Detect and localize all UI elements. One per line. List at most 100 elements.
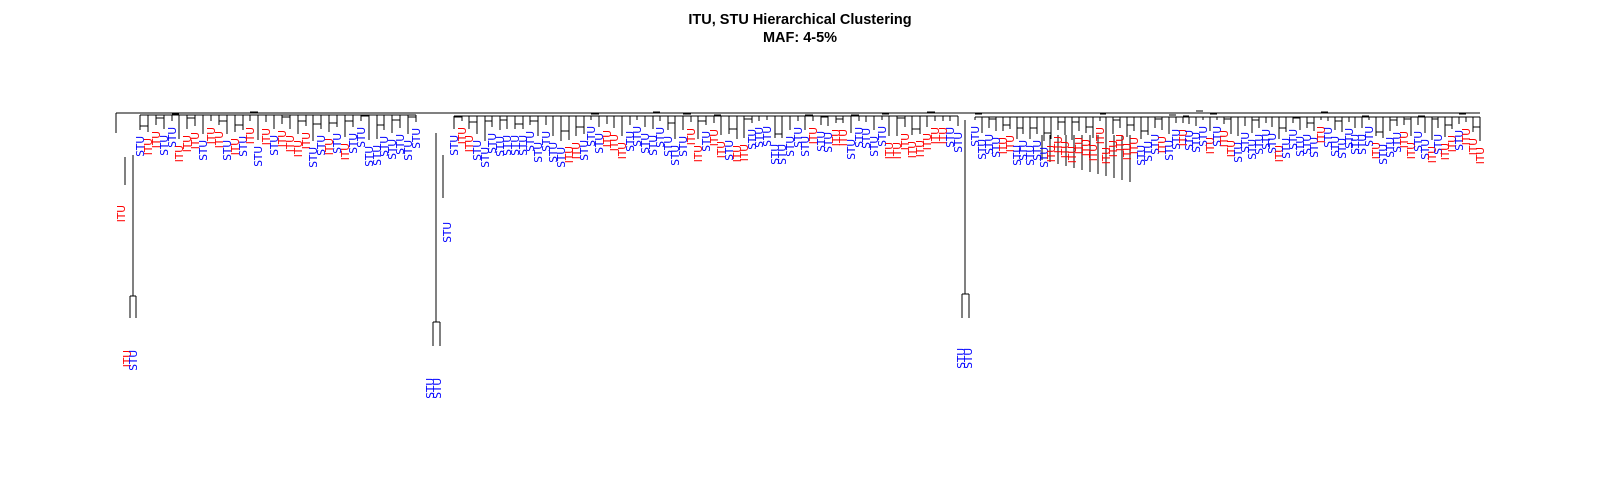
leaf-label: ITU bbox=[1067, 146, 1079, 163]
leaf-label: STU bbox=[953, 132, 965, 153]
leaf-label: ITU bbox=[151, 131, 163, 148]
leaf-label: ITU bbox=[1399, 131, 1411, 148]
leaf-label: ITU bbox=[1157, 136, 1169, 153]
leaf-label: STU bbox=[1267, 133, 1279, 154]
leaf-label: STU bbox=[356, 127, 368, 148]
leaf-label: ITU bbox=[1205, 137, 1217, 154]
leaf-label: STU bbox=[1143, 141, 1155, 162]
leaf-label: ITU bbox=[900, 133, 912, 150]
leaf-label: ITU bbox=[1440, 143, 1452, 160]
leaf-label: STU bbox=[510, 135, 522, 156]
leaf-label: STU bbox=[1150, 134, 1162, 155]
leaf-label: ITU bbox=[1274, 145, 1286, 162]
leaf-label: STU bbox=[1378, 144, 1390, 165]
leaf-label: STU bbox=[800, 136, 812, 157]
leaf-label: STU bbox=[487, 133, 499, 154]
leaf-label: STU bbox=[625, 131, 637, 152]
leaf-label: ITU bbox=[564, 146, 576, 163]
leaf-label: STU bbox=[1350, 134, 1362, 155]
leaf-label: ITU bbox=[716, 141, 728, 158]
leaf-label: STU bbox=[724, 140, 736, 161]
leaf-label: STU bbox=[403, 140, 415, 161]
leaf-label: ITU bbox=[808, 127, 820, 144]
leaf-label: STU bbox=[1330, 136, 1342, 157]
leaf-label: STU bbox=[1254, 134, 1266, 155]
leaf-label: STU bbox=[253, 146, 265, 167]
leaf-label: ITU bbox=[732, 145, 744, 162]
leaf-label: STU bbox=[1261, 129, 1273, 150]
leaf-label: STU bbox=[777, 144, 789, 165]
leaf-label: ITU bbox=[1095, 127, 1107, 144]
leaf-label: ITU bbox=[340, 143, 352, 160]
leaf-label: STU bbox=[135, 136, 147, 157]
leaf-label: ITU bbox=[1219, 130, 1231, 147]
leaf-label: STU bbox=[364, 146, 376, 167]
leaf-label: STU bbox=[198, 140, 210, 161]
leaf-label: STU bbox=[269, 135, 281, 156]
leaf-label: ITU bbox=[915, 140, 927, 157]
leaf-label: ITU bbox=[245, 127, 257, 144]
leaf-label: ITU bbox=[230, 138, 242, 155]
leaf-label: STU bbox=[846, 139, 858, 160]
leaf-label: STU bbox=[502, 135, 514, 156]
leaf-label: ITU bbox=[922, 133, 934, 150]
leaf-label: ITU bbox=[739, 144, 751, 161]
leaf-label: STU bbox=[425, 378, 437, 399]
leaf-label: STU bbox=[1420, 139, 1432, 160]
leaf-label: ITU bbox=[1475, 147, 1487, 164]
leaf-label: STU bbox=[816, 131, 828, 152]
leaf-label: ITU bbox=[693, 145, 705, 162]
leaf-label: STU bbox=[991, 137, 1003, 158]
leaf-label: ITU bbox=[1427, 146, 1439, 163]
leaf-label: STU bbox=[1240, 132, 1252, 153]
leaf-label: ITU bbox=[1108, 140, 1120, 157]
leaf-label: STU bbox=[945, 127, 957, 148]
leaf-label: STU bbox=[1392, 132, 1404, 153]
leaf-label: STU bbox=[823, 132, 835, 153]
leaf-label: STU bbox=[785, 136, 797, 157]
leaf-label: ITU bbox=[1122, 143, 1134, 160]
leaf-label: ITU bbox=[174, 145, 186, 162]
leaf-label: STU bbox=[1247, 139, 1259, 160]
leaf-label: STU bbox=[442, 222, 454, 243]
leaf-label: ITU bbox=[831, 129, 843, 146]
leaf-label: STU bbox=[1357, 134, 1369, 155]
leaf-label: STU bbox=[1433, 134, 1445, 155]
leaf-label: STU bbox=[1025, 145, 1037, 166]
leaf-label: STU bbox=[495, 136, 507, 157]
leaf-label: ITU bbox=[206, 127, 218, 144]
leaf-label: STU bbox=[663, 136, 675, 157]
leaf-label: ITU bbox=[301, 132, 313, 149]
leaf-label: STU bbox=[854, 127, 866, 148]
leaf-label: STU bbox=[1012, 145, 1024, 166]
leaf-label: STU bbox=[1032, 140, 1044, 161]
leaf-label: STU bbox=[525, 131, 537, 152]
leaf-label: STU bbox=[372, 145, 384, 166]
leaf-label: STU bbox=[1288, 129, 1300, 150]
leaf-label: STU bbox=[655, 127, 667, 148]
leaf-label: STU bbox=[128, 350, 140, 371]
leaf-label: STU bbox=[1233, 142, 1245, 163]
leaf-label: ITU bbox=[892, 142, 904, 159]
leaf-label: STU bbox=[332, 133, 344, 154]
leaf-label: STU bbox=[348, 133, 360, 154]
leaf-label: STU bbox=[1039, 147, 1051, 168]
leaf-label: ITU bbox=[324, 138, 336, 155]
leaf-label: STU bbox=[1385, 137, 1397, 158]
leaf-label: ITU bbox=[1129, 137, 1141, 154]
leaf-label: ITU bbox=[617, 142, 629, 159]
leaf-label: STU bbox=[1344, 128, 1356, 149]
leaf-label: ITU bbox=[285, 135, 297, 152]
leaf-label: ITU bbox=[1074, 137, 1086, 154]
leaf-label: ITU bbox=[1316, 126, 1328, 143]
leaf-label: ITU bbox=[838, 129, 850, 146]
leaf-label: STU bbox=[632, 126, 644, 147]
leaf-label: STU bbox=[480, 147, 492, 168]
leaf-label: ITU bbox=[116, 205, 128, 222]
leaf-label: STU bbox=[586, 126, 598, 147]
leaf-label: STU bbox=[387, 139, 399, 160]
leaf-label: ITU bbox=[602, 130, 614, 147]
leaf-label: STU bbox=[1191, 132, 1203, 153]
leaf-label: STU bbox=[762, 126, 774, 147]
